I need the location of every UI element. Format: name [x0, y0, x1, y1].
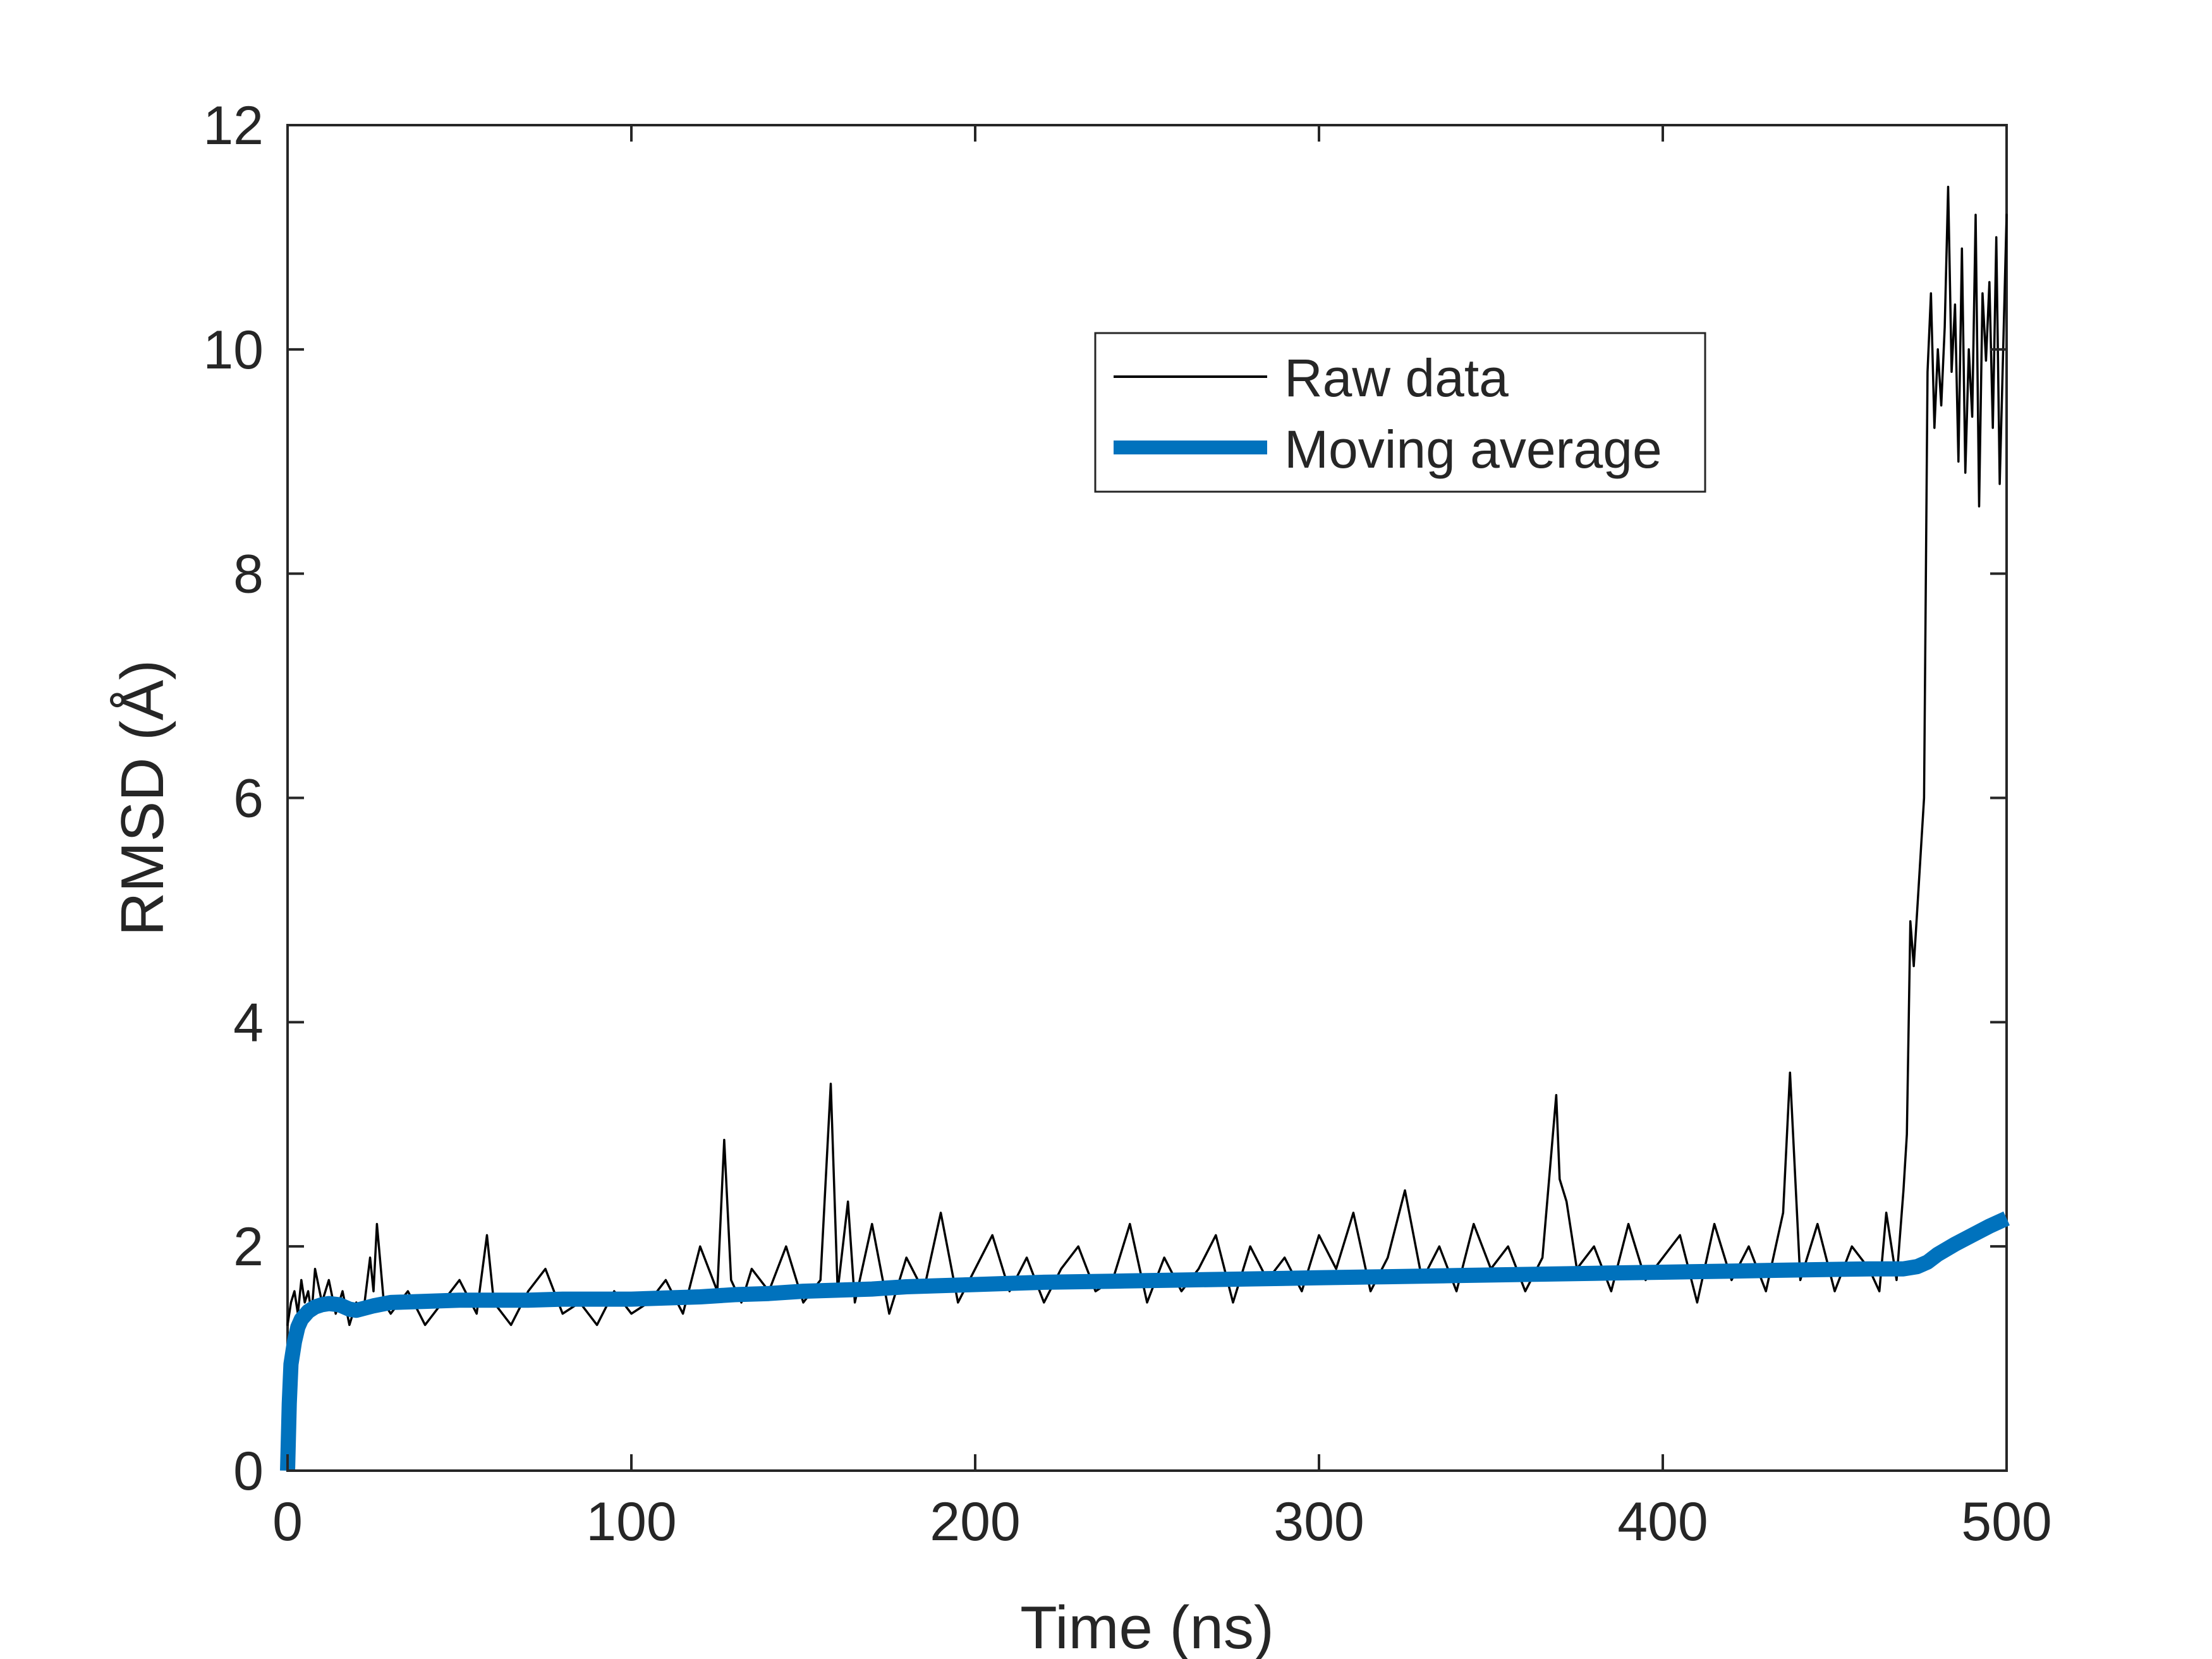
x-axis-title: Time (ns) [1020, 1594, 1274, 1659]
x-tick-label: 100 [586, 1492, 677, 1552]
y-tick-label: 2 [233, 1217, 264, 1277]
y-tick-label: 10 [203, 320, 264, 380]
x-tick-label: 500 [1961, 1492, 2052, 1552]
x-tick-label: 200 [930, 1492, 1021, 1552]
tick-label-layer: 0 100 200 300 400 500 0 2 4 6 8 10 12 [203, 95, 2051, 1552]
tick-layer [286, 124, 2008, 1472]
y-tick-label: 4 [233, 992, 264, 1053]
y-axis-title: RMSD (Å) [109, 660, 176, 936]
y-tick-label: 0 [233, 1441, 264, 1502]
plot-area [280, 124, 2010, 1472]
y-tick-label: 12 [203, 95, 264, 156]
series-layer [280, 185, 2010, 1471]
legend-label-moving-average: Moving average [1284, 420, 1662, 479]
x-tick-label: 0 [272, 1492, 303, 1552]
x-tick-label: 300 [1273, 1492, 1364, 1552]
legend-label-raw-data: Raw data [1284, 348, 1509, 408]
series-line-moving-average [280, 1211, 2010, 1471]
y-tick-label: 6 [233, 769, 264, 829]
x-tick-label: 400 [1617, 1492, 1708, 1552]
legend-box [1094, 332, 1706, 493]
legend: Raw data Moving average [1094, 332, 1706, 493]
y-tick-label: 8 [233, 544, 264, 605]
